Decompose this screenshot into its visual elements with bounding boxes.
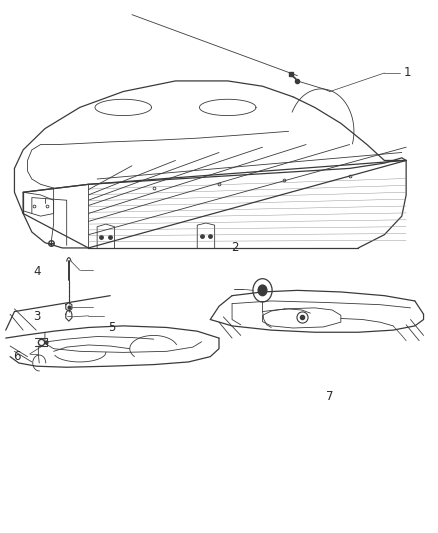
- Text: 4: 4: [33, 265, 41, 278]
- Circle shape: [258, 285, 267, 296]
- Text: 1: 1: [404, 67, 411, 79]
- Text: 5: 5: [108, 321, 115, 334]
- Text: 6: 6: [14, 350, 21, 363]
- Text: 7: 7: [325, 390, 333, 403]
- Text: 3: 3: [33, 310, 41, 324]
- Text: 2: 2: [231, 241, 239, 254]
